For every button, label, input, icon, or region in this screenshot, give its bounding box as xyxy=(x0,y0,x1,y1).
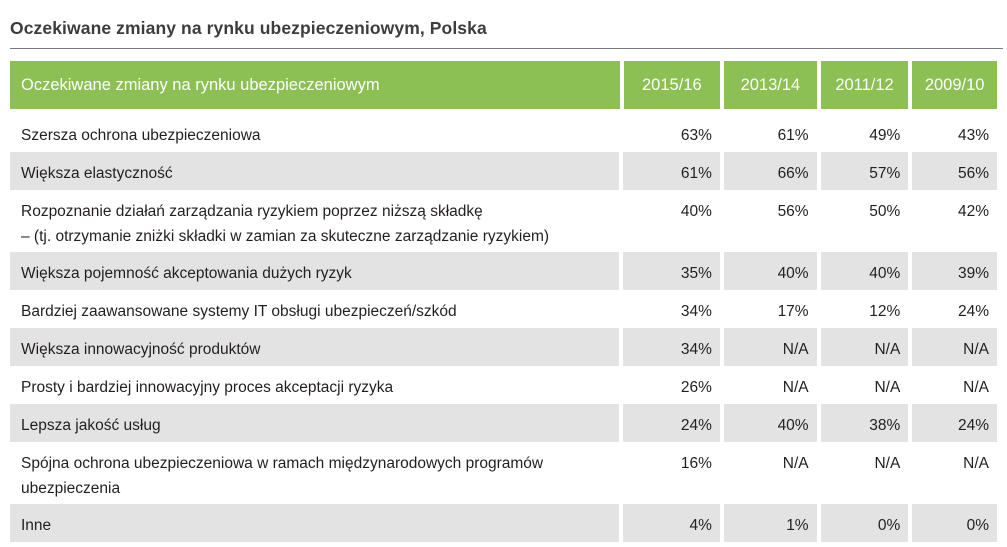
row-value: 66% xyxy=(723,152,817,190)
row-value: 34% xyxy=(623,290,720,328)
title-divider xyxy=(10,48,1003,49)
row-value: 24% xyxy=(912,290,997,328)
row-value: 0% xyxy=(912,504,997,542)
row-label: Większa elastyczność xyxy=(10,152,620,190)
row-value: 43% xyxy=(912,114,997,152)
table-row: Bardziej zaawansowane systemy IT obsługi… xyxy=(10,290,997,328)
row-value: 50% xyxy=(820,190,909,252)
row-value: 24% xyxy=(912,404,997,442)
row-value: 26% xyxy=(623,366,720,404)
row-label: Większa innowacyjność produktów xyxy=(10,328,620,366)
page-title: Oczekiwane zmiany na rynku ubezpieczenio… xyxy=(10,18,487,38)
row-label: Bardziej zaawansowane systemy IT obsługi… xyxy=(10,290,620,328)
row-value: 40% xyxy=(820,252,909,290)
table-row: Spójna ochrona ubezpieczeniowa w ramach … xyxy=(10,442,997,504)
row-label: Szersza ochrona ubezpieczeniowa xyxy=(10,114,620,152)
row-value: N/A xyxy=(912,328,997,366)
table-row: Większa elastyczność 61% 66% 57% 56% xyxy=(10,152,997,190)
header-cell-2013-14: 2013/14 xyxy=(724,61,817,109)
row-value: 4% xyxy=(623,504,720,542)
row-value: 35% xyxy=(623,252,720,290)
row-value: 1% xyxy=(723,504,817,542)
row-value: 39% xyxy=(912,252,997,290)
row-value: 16% xyxy=(623,442,720,504)
row-label: Większa pojemność akceptowania dużych ry… xyxy=(10,252,620,290)
row-value: N/A xyxy=(723,442,817,504)
row-value: 61% xyxy=(623,152,720,190)
table-row: Inne 4% 1% 0% 0% xyxy=(10,504,997,542)
row-value: 40% xyxy=(723,252,817,290)
row-value: 57% xyxy=(820,152,909,190)
row-value: 63% xyxy=(623,114,720,152)
row-value: 56% xyxy=(912,152,997,190)
row-label: Lepsza jakość usług xyxy=(10,404,620,442)
row-value: 24% xyxy=(623,404,720,442)
table-header-row: Oczekiwane zmiany na rynku ubezpieczenio… xyxy=(10,61,997,109)
row-value: 38% xyxy=(820,404,909,442)
row-value: N/A xyxy=(723,328,817,366)
table-row: Większa innowacyjność produktów 34% N/A … xyxy=(10,328,997,366)
table-row: Szersza ochrona ubezpieczeniowa 63% 61% … xyxy=(10,114,997,152)
table-row: Większa pojemność akceptowania dużych ry… xyxy=(10,252,997,290)
row-value: N/A xyxy=(820,442,909,504)
row-value: N/A xyxy=(912,442,997,504)
header-cell-2011-12: 2011/12 xyxy=(820,61,909,109)
row-label: Inne xyxy=(10,504,620,542)
row-value: N/A xyxy=(820,366,909,404)
table-row: Lepsza jakość usług 24% 40% 38% 24% xyxy=(10,404,997,442)
row-value: 0% xyxy=(820,504,909,542)
row-value: N/A xyxy=(912,366,997,404)
header-cell-2009-10: 2009/10 xyxy=(912,61,997,109)
row-value: 40% xyxy=(623,190,720,252)
row-value: 40% xyxy=(723,404,817,442)
row-value: 49% xyxy=(820,114,909,152)
row-value: 56% xyxy=(723,190,817,252)
row-value: N/A xyxy=(820,328,909,366)
header-cell-label: Oczekiwane zmiany na rynku ubezpieczenio… xyxy=(10,61,620,109)
row-label: Spójna ochrona ubezpieczeniowa w ramach … xyxy=(10,442,620,504)
row-label: Prosty i bardziej innowacyjny proces akc… xyxy=(10,366,620,404)
row-value: 42% xyxy=(912,190,997,252)
table-row: Prosty i bardziej innowacyjny proces akc… xyxy=(10,366,997,404)
row-value: N/A xyxy=(723,366,817,404)
row-value: 61% xyxy=(723,114,817,152)
row-value: 12% xyxy=(820,290,909,328)
data-table: Oczekiwane zmiany na rynku ubezpieczenio… xyxy=(10,61,997,542)
row-label: Rozpoznanie działań zarządzania ryzykiem… xyxy=(10,190,620,252)
row-value: 17% xyxy=(723,290,817,328)
row-value: 34% xyxy=(623,328,720,366)
table-row: Rozpoznanie działań zarządzania ryzykiem… xyxy=(10,190,997,252)
header-cell-2015-16: 2015/16 xyxy=(623,61,721,109)
